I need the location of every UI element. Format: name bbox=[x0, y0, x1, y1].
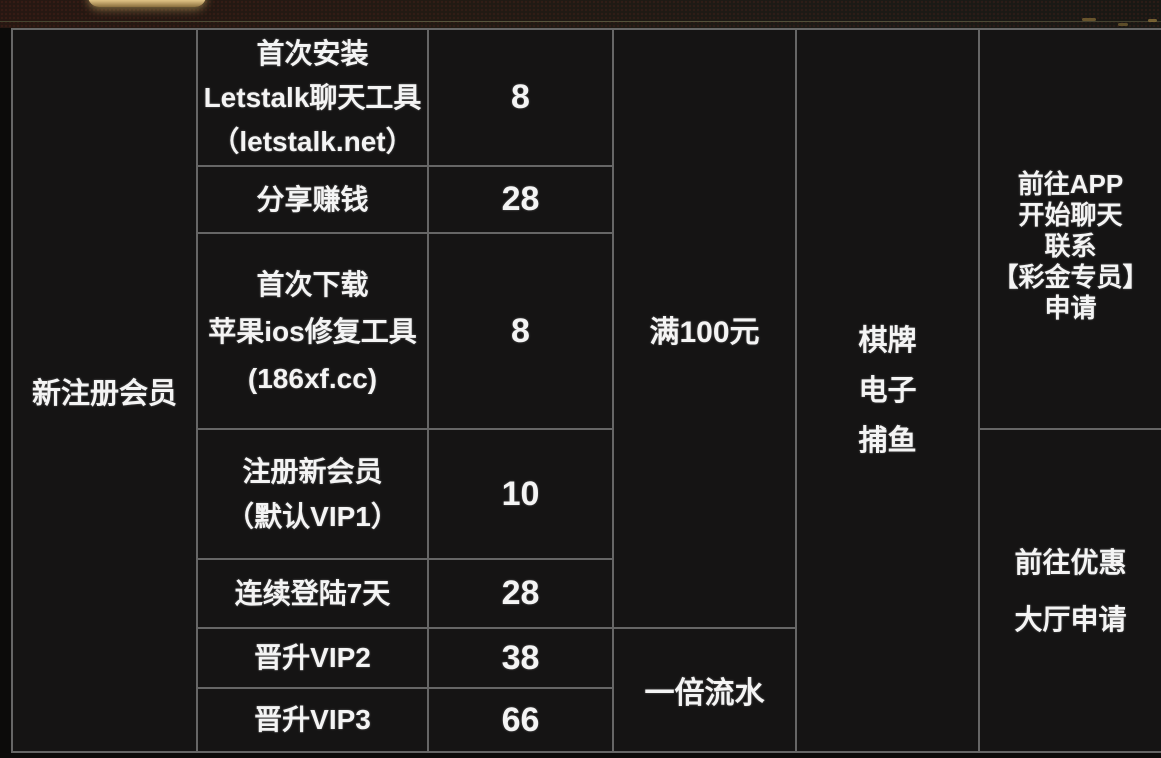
task-line: 苹果ios修复工具 bbox=[208, 315, 417, 347]
gold-tab-button[interactable] bbox=[88, 0, 206, 7]
amount-cell: 38 bbox=[429, 629, 612, 687]
deposit-requirement-label: 满100元 bbox=[649, 315, 760, 349]
amount-cell: 10 bbox=[429, 430, 612, 558]
amount-value: 8 bbox=[511, 311, 530, 350]
amount-value: 38 bbox=[501, 638, 540, 677]
task-line: (186xf.cc) bbox=[247, 362, 378, 394]
task-cell-first-download: 首次下载 苹果ios修复工具 (186xf.cc) bbox=[198, 234, 427, 428]
amount-cell: 8 bbox=[429, 234, 612, 428]
deposit-requirement-cell: 满100元 bbox=[614, 30, 795, 627]
top-bar bbox=[0, 0, 1161, 28]
task-cell-vip2: 晋升VIP2 bbox=[198, 629, 427, 687]
apply-instruction-app-cell: 前往APP 开始聊天 联系 【彩金专员】 申请 bbox=[980, 30, 1161, 428]
amount-value: 8 bbox=[511, 78, 530, 116]
amount-cell: 28 bbox=[429, 167, 612, 232]
task-line: （letstalk.net） bbox=[211, 125, 414, 157]
task-line: 首次下载 bbox=[256, 268, 369, 300]
apply-line: 开始聊天 bbox=[1018, 199, 1123, 230]
apply-line: 前往APP bbox=[1017, 168, 1124, 199]
game-types-cell: 棋牌 电子 捕鱼 bbox=[797, 30, 978, 751]
task-line: 连续登陆7天 bbox=[234, 577, 391, 609]
task-line: 分享赚钱 bbox=[256, 183, 369, 215]
gold-speck bbox=[1118, 23, 1128, 26]
promo-bonus-table: 新注册会员 首次安装 Letstalk聊天工具 （letstalk.net） 8… bbox=[11, 28, 1161, 753]
member-type-label: 新注册会员 bbox=[31, 377, 177, 410]
game-type-label: 捕鱼 bbox=[858, 424, 917, 457]
gold-speck bbox=[1148, 19, 1157, 22]
amount-value: 28 bbox=[501, 180, 540, 218]
game-type-label: 电子 bbox=[858, 374, 917, 407]
turnover-requirement-label: 一倍流水 bbox=[644, 677, 765, 710]
apply-instruction-hall-cell: 前往优惠 大厅申请 bbox=[980, 430, 1161, 751]
amount-cell: 28 bbox=[429, 560, 612, 627]
task-cell-login-7days: 连续登陆7天 bbox=[198, 560, 427, 627]
task-line: 注册新会员 bbox=[242, 456, 383, 487]
member-type-cell: 新注册会员 bbox=[13, 30, 196, 751]
task-cell-vip3: 晋升VIP3 bbox=[198, 689, 427, 751]
task-line: （默认VIP1） bbox=[226, 501, 399, 532]
gold-speck bbox=[1082, 18, 1096, 21]
gold-divider-line bbox=[0, 21, 1161, 22]
apply-line: 联系 bbox=[1044, 230, 1097, 261]
game-type-label: 棋牌 bbox=[858, 324, 917, 357]
task-cell-register: 注册新会员 （默认VIP1） bbox=[198, 430, 427, 558]
amount-value: 66 bbox=[501, 700, 540, 739]
turnover-requirement-cell: 一倍流水 bbox=[614, 629, 795, 751]
task-line: 首次安装 bbox=[256, 37, 369, 69]
amount-cell: 8 bbox=[429, 30, 612, 165]
task-line: 晋升VIP3 bbox=[254, 704, 371, 735]
amount-value: 10 bbox=[501, 474, 540, 513]
task-cell-first-install: 首次安装 Letstalk聊天工具 （letstalk.net） bbox=[198, 30, 427, 165]
task-line: 晋升VIP2 bbox=[254, 642, 371, 673]
amount-cell: 66 bbox=[429, 689, 612, 751]
amount-value: 28 bbox=[501, 574, 540, 612]
task-cell-share: 分享赚钱 bbox=[198, 167, 427, 232]
apply-line: 大厅申请 bbox=[1014, 603, 1127, 635]
apply-line: 申请 bbox=[1044, 292, 1097, 323]
apply-line: 【彩金专员】 bbox=[992, 261, 1149, 292]
apply-line: 前往优惠 bbox=[1014, 546, 1127, 578]
task-line: Letstalk聊天工具 bbox=[203, 81, 422, 113]
